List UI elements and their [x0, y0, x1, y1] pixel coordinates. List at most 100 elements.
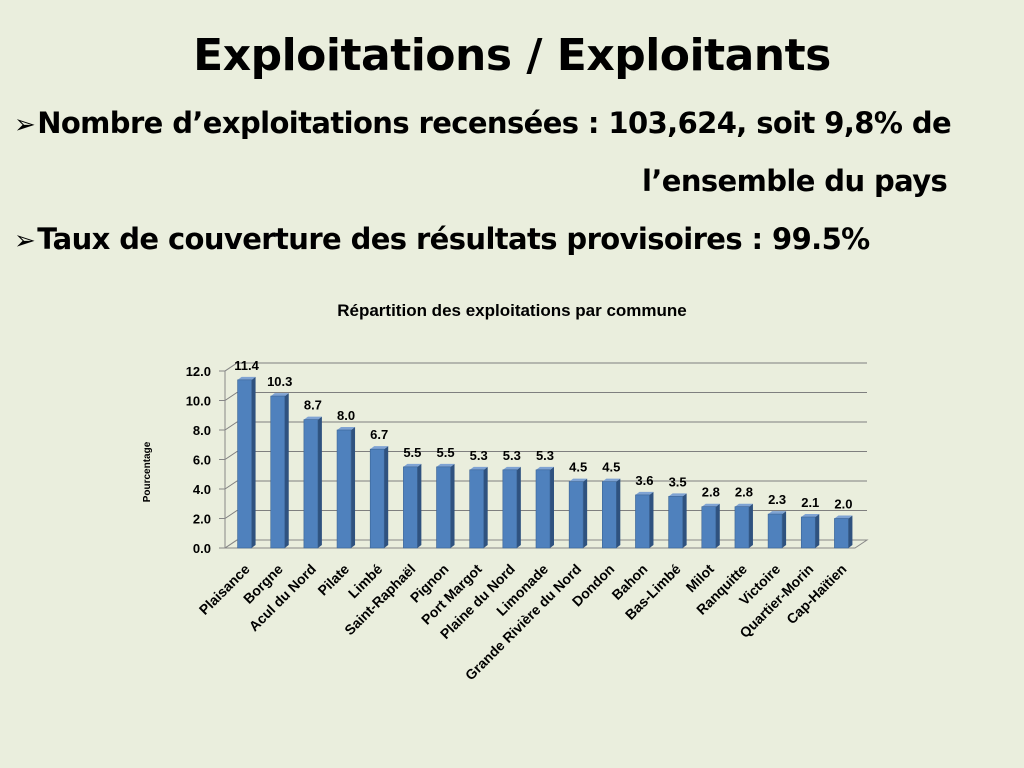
data-label: 3.6 — [635, 473, 653, 488]
y-tick-label: 12.0 — [186, 364, 211, 379]
data-labels: 11.4 10.3 8.7 8.0 6.7 5.5 5.5 5.3 5.3 5.3 4.5 4.5 3.… — [234, 358, 852, 512]
bar — [767, 511, 787, 549]
bar-side — [516, 466, 521, 548]
slide-title: Exploitations / Exploitants — [193, 30, 831, 81]
bar-top — [303, 416, 322, 420]
bar-front — [734, 506, 750, 549]
bar — [336, 427, 356, 549]
bar — [668, 493, 687, 549]
bar-side — [483, 466, 488, 548]
y-tick-label: 6.0 — [193, 453, 211, 468]
bar-side — [748, 503, 753, 548]
bar-side — [682, 493, 687, 548]
y-tick-label: 0.0 — [193, 541, 211, 556]
bar-side — [649, 491, 654, 548]
bar-side — [417, 463, 422, 548]
bar-front — [602, 481, 617, 549]
data-label: 8.7 — [304, 398, 322, 413]
bullet-text-1: Nombre d’exploitations recensées : 103,6… — [37, 106, 952, 140]
data-label: 5.3 — [503, 448, 521, 463]
bar-side — [251, 376, 256, 548]
data-label: 2.1 — [801, 495, 819, 510]
bar-top — [337, 427, 356, 430]
bar-top — [734, 503, 753, 507]
bar-front — [834, 518, 849, 549]
x-tick-label: Plaisance — [196, 561, 253, 618]
gridline — [224, 480, 867, 490]
bar-top — [834, 515, 853, 519]
data-label: 4.5 — [602, 460, 620, 475]
bar-front — [270, 395, 286, 549]
data-label: 10.3 — [267, 374, 292, 389]
gridline — [224, 421, 867, 431]
bar — [303, 416, 322, 549]
chart-title: Répartition des exploitations par commun… — [337, 301, 687, 320]
bar-top — [403, 463, 422, 467]
y-tick-label: 8.0 — [193, 423, 211, 438]
bullet-coverage-rate: ➢Taux de couverture des résultats provis… — [14, 222, 870, 256]
bar — [602, 478, 621, 549]
bar-top — [801, 514, 820, 518]
bar-top — [668, 493, 687, 497]
bar-front — [767, 513, 783, 549]
bar — [701, 503, 720, 549]
bar-side — [848, 515, 853, 548]
bars — [237, 376, 853, 549]
gridline — [224, 451, 867, 460]
data-label: 2.8 — [735, 485, 753, 500]
gridline — [224, 510, 867, 519]
bar — [635, 491, 654, 549]
bar-top — [469, 466, 488, 470]
bar-side — [450, 463, 455, 548]
bar-front — [668, 496, 683, 549]
data-label: 6.7 — [370, 427, 388, 442]
bar-front — [568, 481, 584, 549]
bar-side — [815, 514, 820, 548]
y-tick-label: 4.0 — [193, 482, 211, 497]
bar-front — [469, 469, 484, 549]
bar — [270, 393, 289, 549]
bar-side — [284, 393, 289, 548]
bar — [800, 514, 820, 549]
bar-top — [237, 376, 256, 380]
data-label: 5.5 — [403, 445, 421, 460]
bar-front — [403, 466, 418, 549]
bar-front — [303, 419, 319, 549]
arrow-bullet-icon: ➢ — [14, 226, 36, 256]
bar-side — [782, 511, 787, 548]
arrow-bullet-icon: ➢ — [14, 110, 36, 140]
bar-front — [502, 469, 518, 549]
bar-side — [550, 466, 554, 548]
bullet-text-2: Taux de couverture des résultats proviso… — [37, 222, 870, 256]
bar — [469, 466, 488, 549]
data-label: 4.5 — [569, 460, 587, 475]
data-label: 2.8 — [702, 485, 720, 500]
bullet-exploitations-count-continued: l’ensemble du pays — [642, 164, 948, 198]
bar-side — [583, 478, 588, 548]
bar — [502, 466, 521, 549]
bullet-exploitations-count: ➢Nombre d’exploitations recensées : 103,… — [14, 106, 952, 140]
y-tick-label: 2.0 — [193, 512, 211, 527]
bar-top — [270, 393, 289, 397]
bar-side — [616, 478, 621, 548]
bar — [237, 376, 256, 549]
y-axis-label: Pourcentage — [142, 441, 153, 502]
bar-top — [536, 466, 554, 470]
data-label: 3.5 — [669, 474, 687, 489]
gridline — [224, 362, 867, 372]
bar-front — [535, 469, 551, 549]
bar-side — [317, 416, 322, 548]
data-label: 5.3 — [470, 448, 488, 463]
bar-front — [369, 448, 385, 549]
data-label: 5.5 — [436, 445, 454, 460]
bar — [734, 503, 753, 549]
bar-side — [384, 446, 389, 548]
data-label: 8.0 — [337, 408, 355, 423]
gridline — [224, 392, 867, 401]
bar — [568, 478, 588, 549]
bar-top — [701, 503, 720, 507]
bar-top — [602, 478, 621, 482]
bar — [535, 466, 554, 549]
y-tick-label: 10.0 — [186, 394, 211, 409]
